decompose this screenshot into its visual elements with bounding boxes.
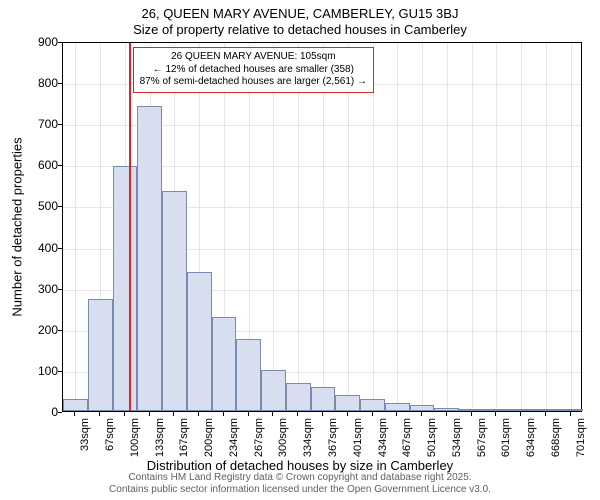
- gridline-v: [373, 43, 374, 411]
- gridline-v: [273, 43, 274, 411]
- histogram-bar: [509, 409, 534, 411]
- x-tick-label: 133sqm: [154, 418, 166, 457]
- histogram-bar: [410, 405, 435, 411]
- x-tick-label: 67sqm: [104, 418, 116, 451]
- credits-line2: Contains public sector information licen…: [109, 484, 491, 495]
- gridline-v: [323, 43, 324, 411]
- histogram-bar: [311, 387, 336, 411]
- y-tick-label: 300: [38, 282, 58, 296]
- histogram-bar: [137, 106, 162, 411]
- y-axis-label: Number of detached properties: [10, 137, 25, 316]
- x-axis-label: Distribution of detached houses by size …: [0, 458, 600, 473]
- x-tick-label: 401sqm: [352, 418, 364, 457]
- gridline-v: [422, 43, 423, 411]
- histogram-bar: [113, 166, 138, 411]
- x-tick-label: 668sqm: [550, 418, 562, 457]
- histogram-bar: [236, 339, 261, 411]
- y-tick-label: 800: [38, 76, 58, 90]
- y-tick-label: 600: [38, 158, 58, 172]
- x-tick-label: 567sqm: [476, 418, 488, 457]
- y-tick-label: 900: [38, 35, 58, 49]
- x-tick-label: 234sqm: [228, 418, 240, 457]
- x-tick-label: 33sqm: [79, 418, 91, 451]
- histogram-bar: [360, 399, 385, 411]
- histogram-bar: [558, 409, 583, 411]
- x-tick-label: 601sqm: [500, 418, 512, 457]
- callout-line2: ← 12% of detached houses are smaller (35…: [140, 64, 367, 77]
- x-tick-label: 334sqm: [302, 418, 314, 457]
- y-tick-label: 500: [38, 199, 58, 213]
- gridline-v: [521, 43, 522, 411]
- histogram-bar: [385, 403, 410, 411]
- gridline-v: [447, 43, 448, 411]
- credits-line1: Contains HM Land Registry data © Crown c…: [128, 472, 471, 483]
- marker-line: [129, 43, 131, 411]
- histogram-bar: [286, 383, 311, 411]
- chart-title-line1: 26, QUEEN MARY AVENUE, CAMBERLEY, GU15 3…: [0, 6, 600, 21]
- x-tick-label: 267sqm: [253, 418, 265, 457]
- callout-line1: 26 QUEEN MARY AVENUE: 105sqm: [140, 51, 367, 64]
- gridline-v: [298, 43, 299, 411]
- x-tick-label: 634sqm: [525, 418, 537, 457]
- gridline-v: [472, 43, 473, 411]
- x-tick-label: 367sqm: [327, 418, 339, 457]
- histogram-bar: [335, 395, 360, 411]
- x-tick-label: 534sqm: [451, 418, 463, 457]
- y-tick-label: 200: [38, 323, 58, 337]
- chart-container: 26, QUEEN MARY AVENUE, CAMBERLEY, GU15 3…: [0, 0, 600, 500]
- x-tick-label: 300sqm: [277, 418, 289, 457]
- histogram-bar: [434, 408, 459, 411]
- y-tick-label: 0: [51, 405, 58, 419]
- gridline-v: [397, 43, 398, 411]
- gridline-v: [496, 43, 497, 411]
- x-tick-label: 167sqm: [178, 418, 190, 457]
- x-tick-label: 100sqm: [129, 418, 141, 457]
- callout-box: 26 QUEEN MARY AVENUE: 105sqm← 12% of det…: [133, 47, 374, 93]
- x-tick-label: 434sqm: [377, 418, 389, 457]
- histogram-bar: [484, 409, 509, 411]
- histogram-bar: [459, 409, 484, 411]
- credits: Contains HM Land Registry data © Crown c…: [0, 472, 600, 496]
- callout-line3: 87% of semi-detached houses are larger (…: [140, 76, 367, 89]
- chart-title-line2: Size of property relative to detached ho…: [0, 22, 600, 37]
- histogram-bar: [187, 272, 212, 411]
- histogram-bar: [212, 317, 237, 411]
- x-tick-label: 200sqm: [203, 418, 215, 457]
- histogram-bar: [261, 370, 286, 411]
- histogram-bar: [63, 399, 88, 411]
- gridline-v: [546, 43, 547, 411]
- x-tick-label: 701sqm: [575, 418, 587, 457]
- y-tick-label: 400: [38, 241, 58, 255]
- gridline-v: [75, 43, 76, 411]
- histogram-bar: [88, 299, 113, 411]
- gridline-v: [571, 43, 572, 411]
- histogram-bar: [533, 409, 558, 411]
- gridline-v: [348, 43, 349, 411]
- y-tick-label: 100: [38, 364, 58, 378]
- x-tick-label: 467sqm: [401, 418, 413, 457]
- plot-area: 26 QUEEN MARY AVENUE: 105sqm← 12% of det…: [62, 42, 582, 412]
- histogram-bar: [162, 191, 187, 411]
- y-tick-label: 700: [38, 117, 58, 131]
- x-tick-label: 501sqm: [426, 418, 438, 457]
